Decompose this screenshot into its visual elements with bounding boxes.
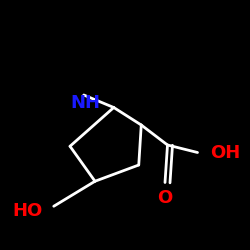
Text: HO: HO [12, 202, 42, 220]
Text: OH: OH [210, 144, 240, 162]
Text: O: O [158, 189, 172, 207]
Text: NH: NH [70, 94, 100, 112]
